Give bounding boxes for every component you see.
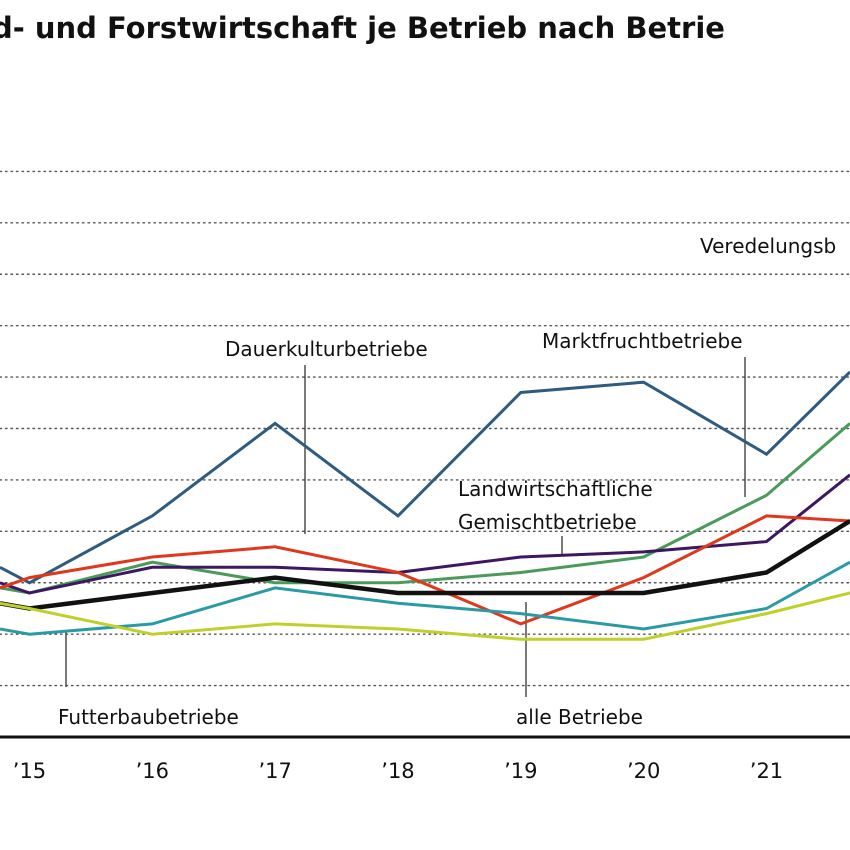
annotation-label: Dauerkulturbetriebe xyxy=(225,337,428,361)
annotation-label: alle Betriebe xyxy=(516,705,643,729)
series-line-veredelungsb xyxy=(0,514,850,626)
annotation-label: Veredelungsb xyxy=(700,234,836,258)
x-tick-label: ’16 xyxy=(136,759,169,783)
series-line-futterbaubetriebe xyxy=(0,591,850,641)
annotation-label: Landwirtschaftliche xyxy=(458,477,653,501)
series-line-marktfruchtbetriebe xyxy=(0,422,850,595)
chart-title: d- und Forstwirtschaft je Betrieb nach B… xyxy=(0,11,725,45)
annotation-label: Marktfruchtbetriebe xyxy=(542,329,743,353)
x-tick-label: ’21 xyxy=(750,759,783,783)
series-line-alle-betriebe xyxy=(0,519,850,611)
x-tick-label: ’19 xyxy=(504,759,537,783)
annotation-label: Gemischtbetriebe xyxy=(458,510,637,534)
x-tick-label: ’18 xyxy=(381,759,414,783)
annotation-label: Futterbaubetriebe xyxy=(58,705,239,729)
annotation-leaders xyxy=(65,357,746,697)
x-tick-label: ’20 xyxy=(627,759,660,783)
series-lines xyxy=(0,370,850,641)
series-line-landwirtschaftliche-gemischtbetriebe xyxy=(0,473,850,595)
x-tick-label: ’17 xyxy=(258,759,291,783)
x-tick-labels: ’15 ’16 ’17 ’18 ’19 ’20 ’21 xyxy=(13,759,783,783)
series-line-teal xyxy=(0,560,850,636)
annotations: Veredelungsb Dauerkulturbetriebe Marktfruc… xyxy=(58,234,836,729)
x-tick-label: ’15 xyxy=(13,759,46,783)
series-line-dauerkulturbetriebe xyxy=(0,370,850,585)
